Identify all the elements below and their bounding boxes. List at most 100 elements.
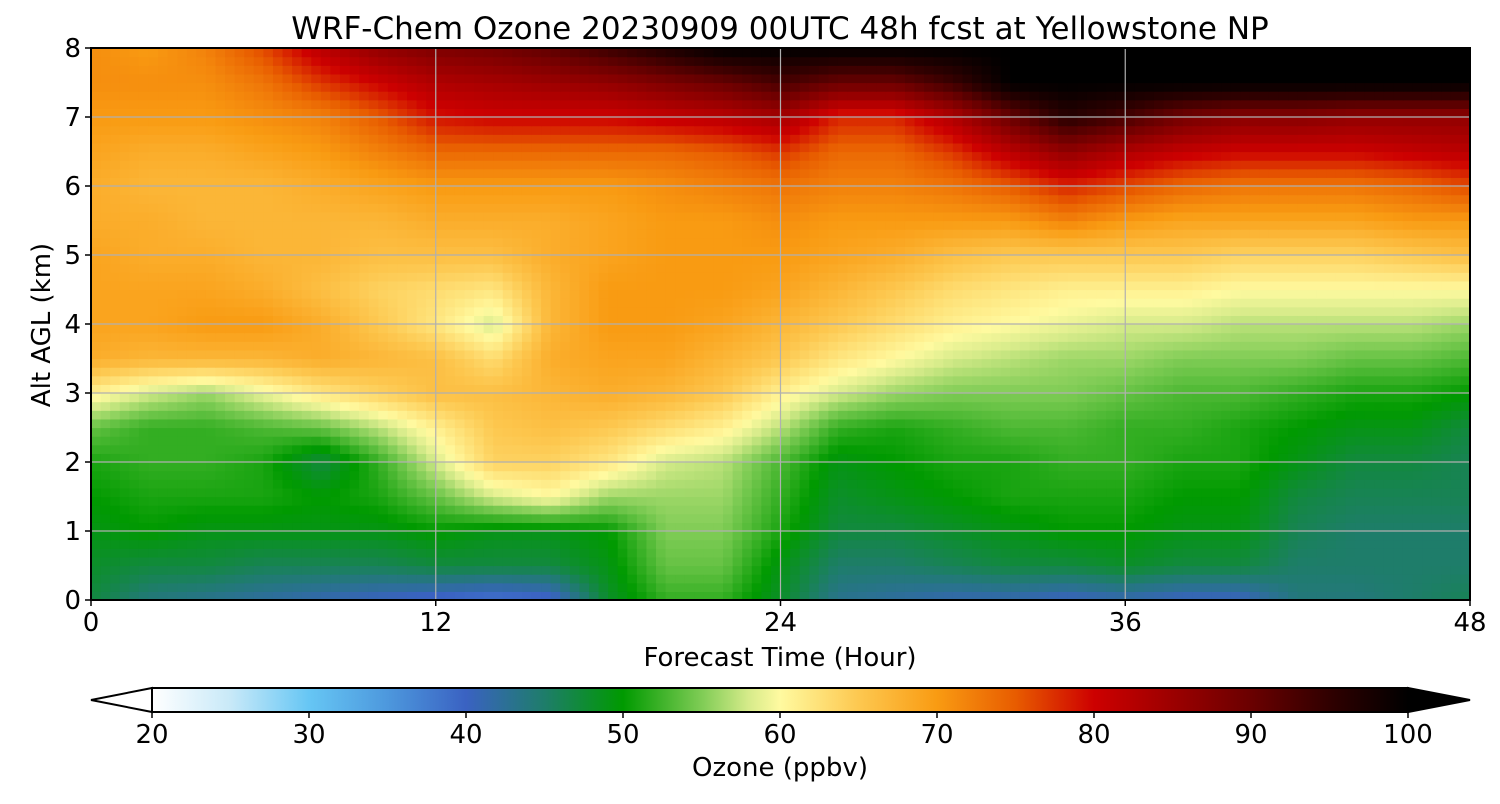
heatmap-cell	[732, 393, 743, 403]
heatmap-cell	[1077, 332, 1088, 342]
heatmap-cell	[196, 582, 207, 592]
heatmap-cell	[129, 298, 140, 308]
heatmap-cell	[359, 367, 370, 377]
heatmap-cell	[646, 401, 657, 411]
heatmap-cell	[416, 565, 427, 575]
heatmap-cell	[1460, 556, 1470, 567]
heatmap-cell	[646, 470, 657, 480]
heatmap-cell	[1268, 332, 1280, 342]
heatmap-cell	[541, 513, 552, 523]
heatmap-cell	[292, 427, 303, 437]
heatmap-cell	[617, 487, 628, 498]
heatmap-cell	[541, 531, 552, 541]
heatmap-cell	[684, 496, 695, 506]
heatmap-cell	[1326, 324, 1337, 334]
heatmap-cell	[608, 479, 619, 489]
heatmap-cell	[617, 306, 628, 316]
heatmap-cell	[933, 358, 944, 368]
heatmap-cell	[732, 332, 743, 342]
heatmap-cell	[311, 505, 322, 515]
heatmap-cell	[665, 539, 676, 549]
heatmap-cell	[1019, 427, 1031, 437]
heatmap-cell	[225, 315, 236, 325]
heatmap-cell	[1019, 332, 1031, 342]
heatmap-cell	[723, 487, 734, 498]
heatmap-cell	[684, 591, 695, 600]
heatmap-cell	[502, 427, 513, 437]
heatmap-cell	[158, 410, 169, 420]
heatmap-cell	[550, 548, 561, 558]
heatmap-cell	[186, 358, 197, 368]
heatmap-cell	[866, 522, 877, 532]
heatmap-cell	[1268, 315, 1280, 325]
heatmap-cell	[895, 582, 906, 592]
heatmap-cell	[828, 513, 839, 523]
heatmap-cell	[493, 531, 504, 541]
heatmap-cell	[483, 341, 494, 351]
heatmap-cell	[234, 436, 245, 446]
heatmap-cell	[1345, 358, 1356, 368]
heatmap-cell	[1364, 487, 1375, 498]
heatmap-cell	[454, 410, 466, 420]
heatmap-cell	[1297, 410, 1308, 420]
heatmap-cell	[1335, 349, 1347, 360]
heatmap-cell	[943, 531, 954, 541]
heatmap-cell	[1297, 556, 1308, 567]
heatmap-cell	[675, 298, 686, 308]
heatmap-cell	[1019, 306, 1031, 316]
heatmap-cell	[684, 453, 695, 463]
heatmap-cell	[158, 591, 169, 600]
heatmap-cell	[837, 556, 849, 567]
heatmap-cell	[1335, 358, 1347, 368]
heatmap-cell	[1077, 324, 1088, 334]
heatmap-cell	[1019, 479, 1031, 489]
heatmap-cell	[1106, 401, 1117, 411]
heatmap-cell	[550, 470, 561, 480]
heatmap-cell	[502, 401, 513, 411]
heatmap-cell	[158, 384, 169, 394]
heatmap-cell	[952, 401, 964, 411]
heatmap-cell	[809, 470, 820, 480]
heatmap-cell	[646, 384, 657, 394]
heatmap-cell	[991, 444, 1002, 454]
heatmap-cell	[991, 427, 1002, 437]
heatmap-cell	[972, 436, 983, 446]
heatmap-cell	[675, 574, 686, 584]
heatmap-cell	[617, 539, 628, 549]
heatmap-cell	[1307, 531, 1318, 541]
heatmap-cell	[1173, 513, 1184, 523]
heatmap-cell	[1010, 574, 1021, 584]
heatmap-cell	[876, 479, 887, 489]
heatmap-cell	[1393, 444, 1404, 454]
heatmap-cell	[292, 375, 303, 385]
heatmap-cell	[531, 453, 542, 463]
heatmap-cell	[1115, 479, 1126, 489]
heatmap-cell	[426, 384, 437, 394]
heatmap-cell	[646, 341, 657, 351]
heatmap-cell	[761, 418, 772, 429]
heatmap-cell	[502, 436, 513, 446]
heatmap-cell	[885, 487, 897, 498]
heatmap-cell	[694, 444, 705, 454]
heatmap-cell	[837, 531, 849, 541]
heatmap-cell	[761, 539, 772, 549]
heatmap-cell	[828, 522, 839, 532]
heatmap-cell	[521, 332, 533, 342]
heatmap-cell	[330, 341, 341, 351]
heatmap-cell	[531, 539, 542, 549]
heatmap-cell	[1096, 349, 1107, 360]
heatmap-cell	[359, 298, 370, 308]
heatmap-cell	[1134, 436, 1146, 446]
heatmap-cell	[1374, 531, 1385, 541]
heatmap-cell	[1067, 410, 1078, 420]
heatmap-cell	[541, 306, 552, 316]
heatmap-cell	[502, 393, 513, 403]
heatmap-cell	[426, 358, 437, 368]
heatmap-cell	[225, 591, 236, 600]
heatmap-cell	[1259, 324, 1270, 334]
heatmap-cell	[138, 539, 150, 549]
heatmap-cell	[1173, 306, 1184, 316]
heatmap-cell	[119, 332, 130, 342]
heatmap-cell	[1230, 418, 1241, 429]
heatmap-cell	[1096, 479, 1107, 489]
